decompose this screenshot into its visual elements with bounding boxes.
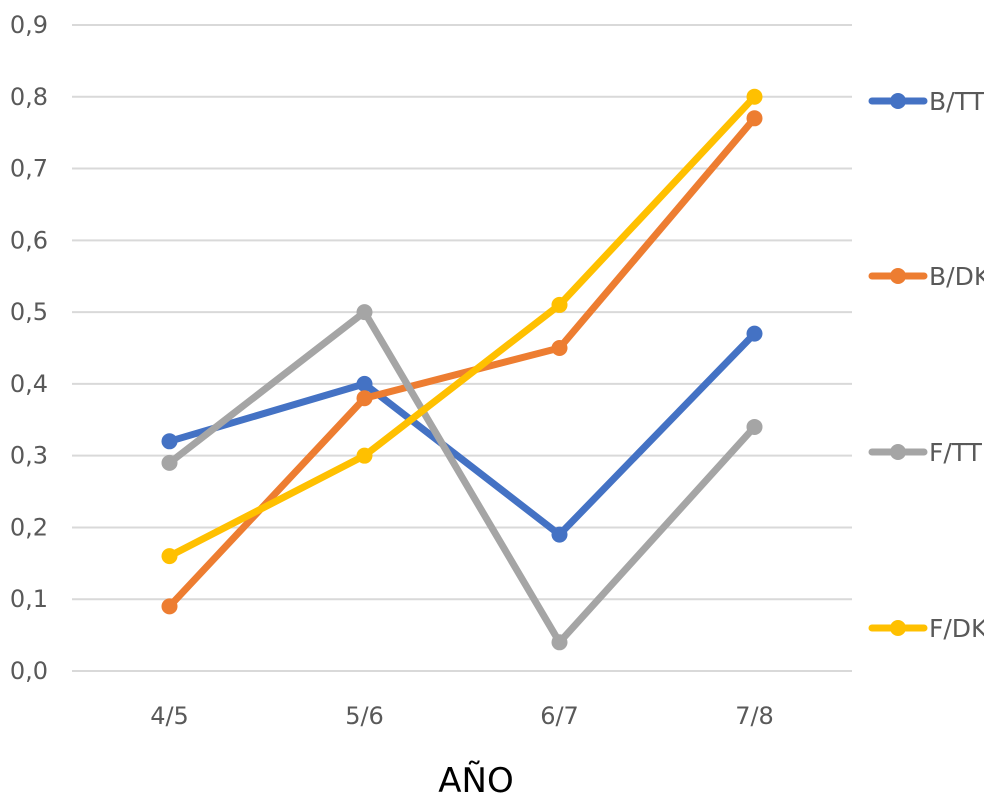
data-point [746,110,763,127]
legend-marker [890,620,906,636]
y-tick-label: 0,7 [10,155,48,183]
series-line-f-dk [166,93,758,560]
x-tick-label: 7/8 [735,702,774,730]
y-tick-label: 0,0 [10,657,48,685]
series-line-f-tt [166,308,758,646]
data-point [356,390,373,407]
x-tick-label: 4/5 [150,702,189,730]
data-point [356,304,373,321]
y-tick-label: 0,3 [10,442,48,470]
data-point [161,433,178,450]
x-tick-label: 6/7 [540,702,579,730]
data-point [161,598,178,615]
data-point [746,418,763,435]
y-axis-ticks: 0,0 0,1 0,2 0,3 0,4 0,5 0,6 0,7 0,8 0,9 [10,11,48,685]
y-tick-label: 0,1 [10,585,48,613]
data-point [551,634,568,651]
data-point [746,325,763,342]
y-tick-label: 0,2 [10,513,48,541]
x-axis-title: AÑO [438,761,513,799]
data-point [551,296,568,313]
data-point [356,447,373,464]
data-point [551,340,568,356]
data-point [551,526,568,543]
legend-label-b-dk: B/DK [929,262,984,291]
legend: B/TT B/DK F/TT F/DK [868,87,984,643]
y-tick-label: 0,5 [10,298,48,326]
x-tick-label: 5/6 [345,702,384,730]
series-line-b-tt [166,330,758,539]
data-point [356,375,373,392]
y-tick-label: 0,8 [10,83,48,111]
x-axis-ticks: 4/5 5/6 6/7 7/8 [150,702,774,730]
legend-marker [890,268,906,284]
legend-marker [890,444,906,460]
data-point [746,88,763,105]
series-group [161,88,763,651]
data-point [161,454,178,471]
y-tick-label: 0,6 [10,226,48,254]
legend-label-f-tt: F/TT [929,438,983,467]
legend-label-f-dk: F/DK [929,614,984,643]
legend-marker [890,93,906,109]
data-point [161,548,178,565]
y-tick-label: 0,9 [10,11,48,39]
y-tick-label: 0,4 [10,370,48,398]
legend-label-b-tt: B/TT [929,87,984,116]
